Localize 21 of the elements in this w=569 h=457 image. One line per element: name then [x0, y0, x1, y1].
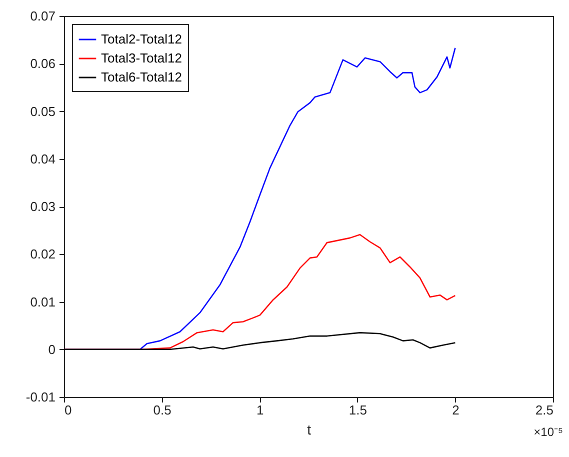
y-tick-label: 0.06 [30, 56, 56, 72]
x-axis-title: t [307, 422, 312, 438]
y-tick-label: 0.04 [30, 151, 56, 166]
text: ×10⁻⁵ [534, 425, 564, 439]
y-tick-label: 0.07 [30, 8, 56, 24]
x-tick-label: 0 [64, 402, 72, 418]
line-series [63, 332, 456, 350]
y-tick-label: 0.05 [30, 104, 56, 119]
legend-label: Total3-Total12 [101, 50, 182, 66]
y-tick-label: 0 [48, 342, 56, 357]
x-tick-label: 0.5 [153, 402, 172, 418]
y-tick-label: 0.01 [30, 294, 56, 310]
x-tick-label: 1 [256, 402, 264, 418]
y-tick-label: -0.01 [26, 390, 56, 404]
legend-label: Total2-Total12 [101, 32, 182, 46]
y-tick-label: 0.03 [30, 199, 56, 214]
x-tick-label: 2.5 [535, 402, 554, 418]
x-tick-label: 1.5 [348, 402, 367, 418]
legend-label: Total6-Total12 [101, 70, 182, 84]
y-tick-label: 0.02 [30, 246, 56, 262]
x-tick-label: 2 [452, 402, 460, 418]
